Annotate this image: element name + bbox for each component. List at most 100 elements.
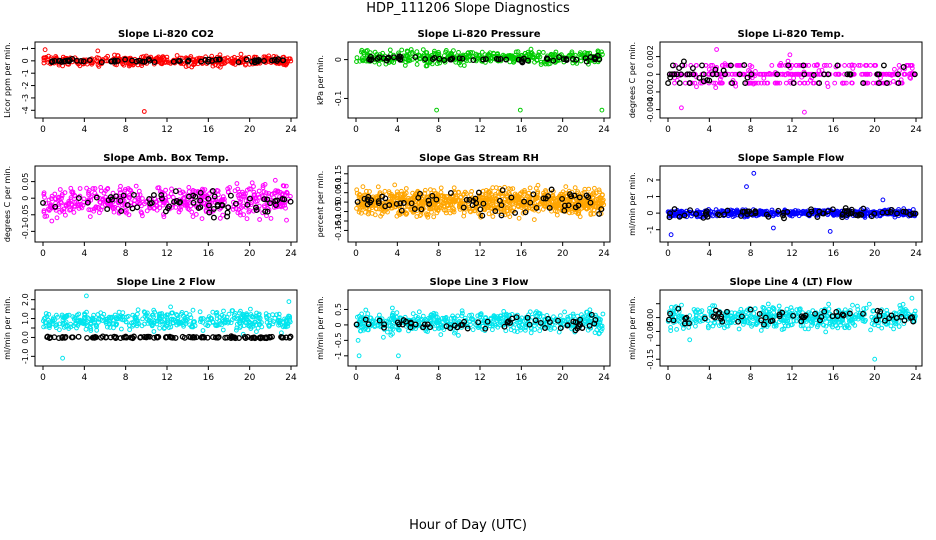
data-point [511,59,517,65]
data-point [126,212,132,218]
data-point [486,199,492,204]
data-point [264,315,270,321]
data-point [479,195,485,201]
data-point [144,208,150,214]
data-point [150,192,157,199]
data-point [283,183,289,189]
data-point [124,202,131,208]
data-point [61,58,68,65]
data-point [492,321,498,327]
data-point [508,186,514,192]
data-point [372,49,378,55]
data-point [367,199,374,206]
data-point [259,324,265,330]
data-point [855,303,860,309]
data-point-outlier [679,105,684,111]
data-point [59,333,66,340]
data-point [260,185,266,191]
data-point [719,80,724,86]
data-point [427,324,433,331]
data-point [880,62,887,69]
data-point [214,334,221,341]
data-point [94,323,99,328]
y-axis-label: ml/min per min. [628,296,637,360]
data-point [71,210,77,215]
y-axis-label: ml/min per min. [3,296,12,360]
x-tick-label: 20 [557,249,569,259]
data-point [782,72,788,78]
data-point [174,53,180,58]
data-point [394,310,400,316]
data-point [365,321,372,328]
data-point [66,200,72,206]
data-point [283,205,288,211]
data-point [277,320,283,326]
data-point [374,55,381,62]
data-point [133,183,139,189]
data-point [507,312,513,318]
data-point [217,64,223,70]
data-point [361,52,367,57]
data-point [122,56,129,63]
data-point [241,212,247,218]
data-point [787,213,793,218]
data-point [570,53,576,59]
data-point-outlier [60,355,65,361]
data-point [270,312,276,318]
data-point [84,334,91,341]
data-point [200,328,206,333]
data-point [524,314,531,321]
x-tick-label: 16 [203,125,215,135]
data-point [563,184,569,190]
data-point [694,63,699,68]
data-point [569,49,575,55]
y-tick-label: 0.5 [334,303,343,316]
data-point [515,193,521,199]
data-point [722,63,728,68]
data-point [197,189,204,196]
data-point [538,62,544,67]
data-point [673,63,678,68]
y-tick-label: 0 [334,322,343,327]
data-point [268,216,274,221]
data-point [375,198,382,205]
plot-frame [34,165,298,243]
data-point [123,208,129,213]
data-point [190,324,196,330]
data-point [801,71,808,78]
data-point [470,327,476,333]
data-point [162,208,169,215]
data-point [527,185,533,191]
data-point [779,63,785,68]
data-point [484,318,491,325]
y-tick-label: -4 [21,106,30,114]
x-tick-label: 20 [869,373,881,383]
data-point [730,71,735,77]
data-point [256,188,262,194]
x-tick-label: 4 [81,125,87,135]
data-point [163,187,169,193]
data-point [114,57,121,64]
data-point [134,204,141,211]
x-tick-label: 24 [910,249,922,259]
data-point [278,333,285,340]
data-point [44,333,51,340]
data-point [829,206,836,213]
data-point [240,189,245,195]
data-point [210,309,216,315]
data-point [780,212,786,219]
data-point [562,309,567,315]
x-tick-label: 16 [516,249,528,259]
data-point [713,85,719,90]
data-point [57,187,63,192]
data-point [387,47,393,53]
data-point [479,212,486,219]
data-point [561,202,568,209]
data-point [765,213,772,220]
data-point [84,185,89,191]
data-point [475,189,482,196]
data-point [839,211,846,218]
data-point [207,202,213,208]
data-point [151,334,158,341]
